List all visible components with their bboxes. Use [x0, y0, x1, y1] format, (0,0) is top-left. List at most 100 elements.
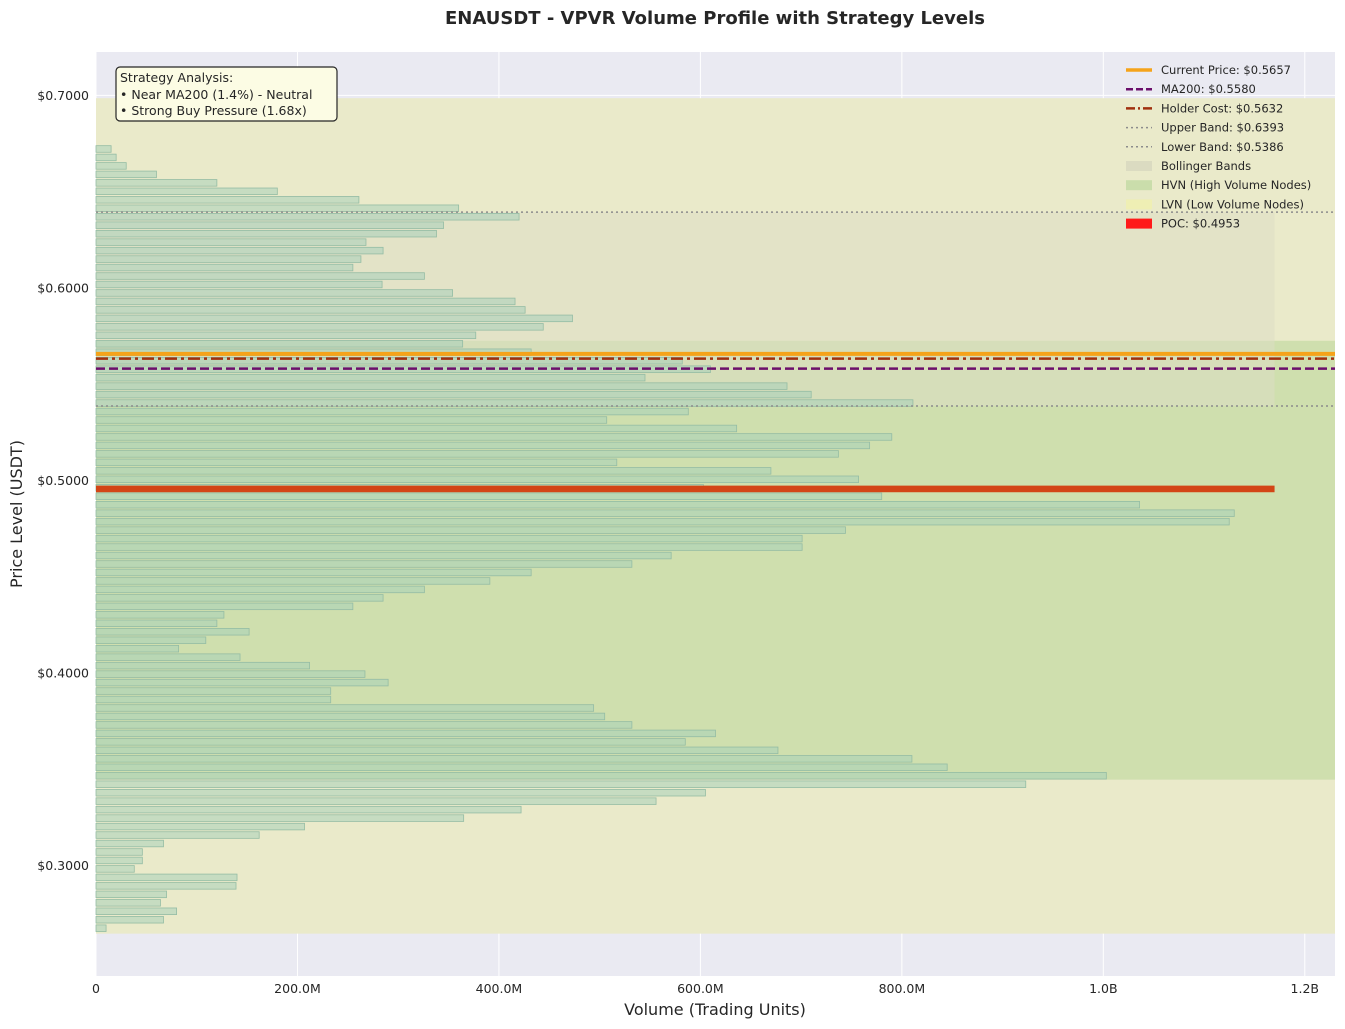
annotation-line-2: • Near MA200 (1.4%) - Neutral [120, 87, 312, 102]
volume-bar [95, 517, 1230, 526]
volume-bar [95, 153, 117, 162]
volume-bar [95, 772, 1107, 780]
volume-bar [95, 289, 453, 297]
volume-bar [95, 848, 143, 856]
volume-bar [95, 814, 465, 822]
legend-items: Current Price: $0.5657 MA200: $0.5580 Hold… [1126, 63, 1311, 231]
volume-bar [95, 246, 384, 255]
volume-bar [95, 831, 260, 839]
volume-bar [95, 551, 672, 560]
legend-label: Upper Band: $0.6393 [1161, 121, 1284, 135]
annotation-line-3: • Strong Buy Pressure (1.68x) [120, 103, 307, 118]
volume-bar [95, 907, 177, 915]
volume-bar [95, 746, 779, 755]
y-tick-label: $0.7000 [37, 88, 89, 103]
volume-bar [95, 331, 477, 340]
y-tick-label: $0.5000 [37, 473, 89, 488]
volume-bar [95, 441, 871, 450]
strategy-analysis-box: Strategy Analysis: • Near MA200 (1.4%) -… [115, 66, 338, 122]
x-tick-label: 400.0M [476, 981, 523, 996]
volume-bar [95, 670, 366, 678]
volume-bar [95, 450, 839, 458]
y-axis-title: Price Level (USDT) [7, 440, 26, 588]
volume-bar [95, 602, 354, 611]
volume-bar [95, 619, 218, 627]
volume-bar [95, 196, 360, 204]
volume-bar [95, 204, 460, 212]
volume-bar [95, 560, 633, 568]
volume-bar [95, 763, 948, 771]
y-tick-label: $0.6000 [37, 280, 89, 295]
legend-label: LVN (Low Volume Nodes) [1161, 197, 1304, 211]
volume-bar [95, 179, 218, 187]
volume-bar [95, 899, 161, 907]
chart-legend: Current Price: $0.5657 MA200: $0.5580 Hold… [1126, 63, 1311, 231]
volume-bar [95, 687, 332, 695]
volume-bar [95, 873, 238, 882]
volume-bar [95, 272, 425, 280]
volume-bar [95, 373, 646, 382]
volume-bar [95, 780, 1027, 788]
volume-bar [95, 306, 526, 314]
volume-bar [95, 653, 241, 661]
annotation-background [115, 66, 338, 122]
volume-bar [95, 712, 606, 721]
x-tick-label: 800.0M [879, 981, 926, 996]
legend-label: Lower Band: $0.5386 [1161, 140, 1284, 154]
volume-bar [95, 611, 225, 619]
volume-bar [95, 704, 595, 712]
x-tick-label: 1.2B [1291, 981, 1319, 996]
volume-bar [95, 382, 788, 390]
x-tick-label: 1.0B [1089, 981, 1117, 996]
volume-bar [95, 636, 207, 644]
y-axis-ticks: $0.3000 $0.4000 $0.5000 $0.6000 $0.7000 [37, 88, 89, 873]
volume-bar [95, 280, 383, 289]
legend-label: POC: $0.4953 [1161, 217, 1240, 231]
volume-bar [95, 407, 689, 416]
volume-bar [95, 865, 135, 873]
x-axis-title: Volume (Trading Units) [624, 1000, 806, 1019]
annotation-line-1: Strategy Analysis: [120, 70, 233, 85]
volume-bar [95, 645, 179, 653]
volume-bar [95, 805, 522, 814]
volume-bar [95, 314, 573, 323]
volume-bar [95, 424, 738, 433]
volume-bar [95, 433, 893, 441]
volume-bar [95, 738, 686, 746]
volume-bar [95, 492, 883, 500]
volume-bar [95, 839, 164, 848]
volume-bar [95, 568, 532, 577]
x-axis-ticks: 0 200.0M 400.0M 600.0M 800.0M 1.0B 1.2B [92, 981, 1319, 996]
y-tick-label: $0.4000 [37, 665, 89, 680]
volume-bar [95, 187, 278, 196]
volume-bar [95, 399, 914, 407]
volume-bar [95, 501, 1140, 509]
volume-bar [95, 263, 354, 272]
volume-bar [95, 340, 464, 348]
volume-bar [95, 467, 772, 475]
volume-bar [95, 916, 164, 924]
legend-label: Holder Cost: $0.5632 [1161, 101, 1283, 115]
strategy-level-lines [96, 211, 1335, 407]
volume-bar [95, 924, 107, 932]
legend-label: Current Price: $0.5657 [1161, 63, 1291, 77]
legend-swatch [1126, 199, 1152, 210]
volume-bar [95, 594, 384, 602]
volume-bar [95, 297, 516, 306]
volume-bar [95, 526, 846, 534]
volume-bar [95, 822, 305, 831]
legend-swatch [1126, 180, 1152, 191]
volume-bar [95, 788, 706, 797]
volume-bar [95, 577, 491, 585]
volume-bar [95, 695, 332, 704]
legend-label: MA200: $0.5580 [1161, 82, 1256, 96]
volume-bar [95, 145, 112, 153]
volume-bar [95, 585, 425, 594]
volume-bar [95, 416, 608, 424]
volume-bar [95, 882, 237, 890]
y-tick-label: $0.3000 [37, 858, 89, 873]
x-tick-label: 0 [92, 981, 100, 996]
volume-bar [95, 475, 859, 484]
volume-bar [95, 458, 618, 467]
volume-bar [95, 543, 803, 551]
